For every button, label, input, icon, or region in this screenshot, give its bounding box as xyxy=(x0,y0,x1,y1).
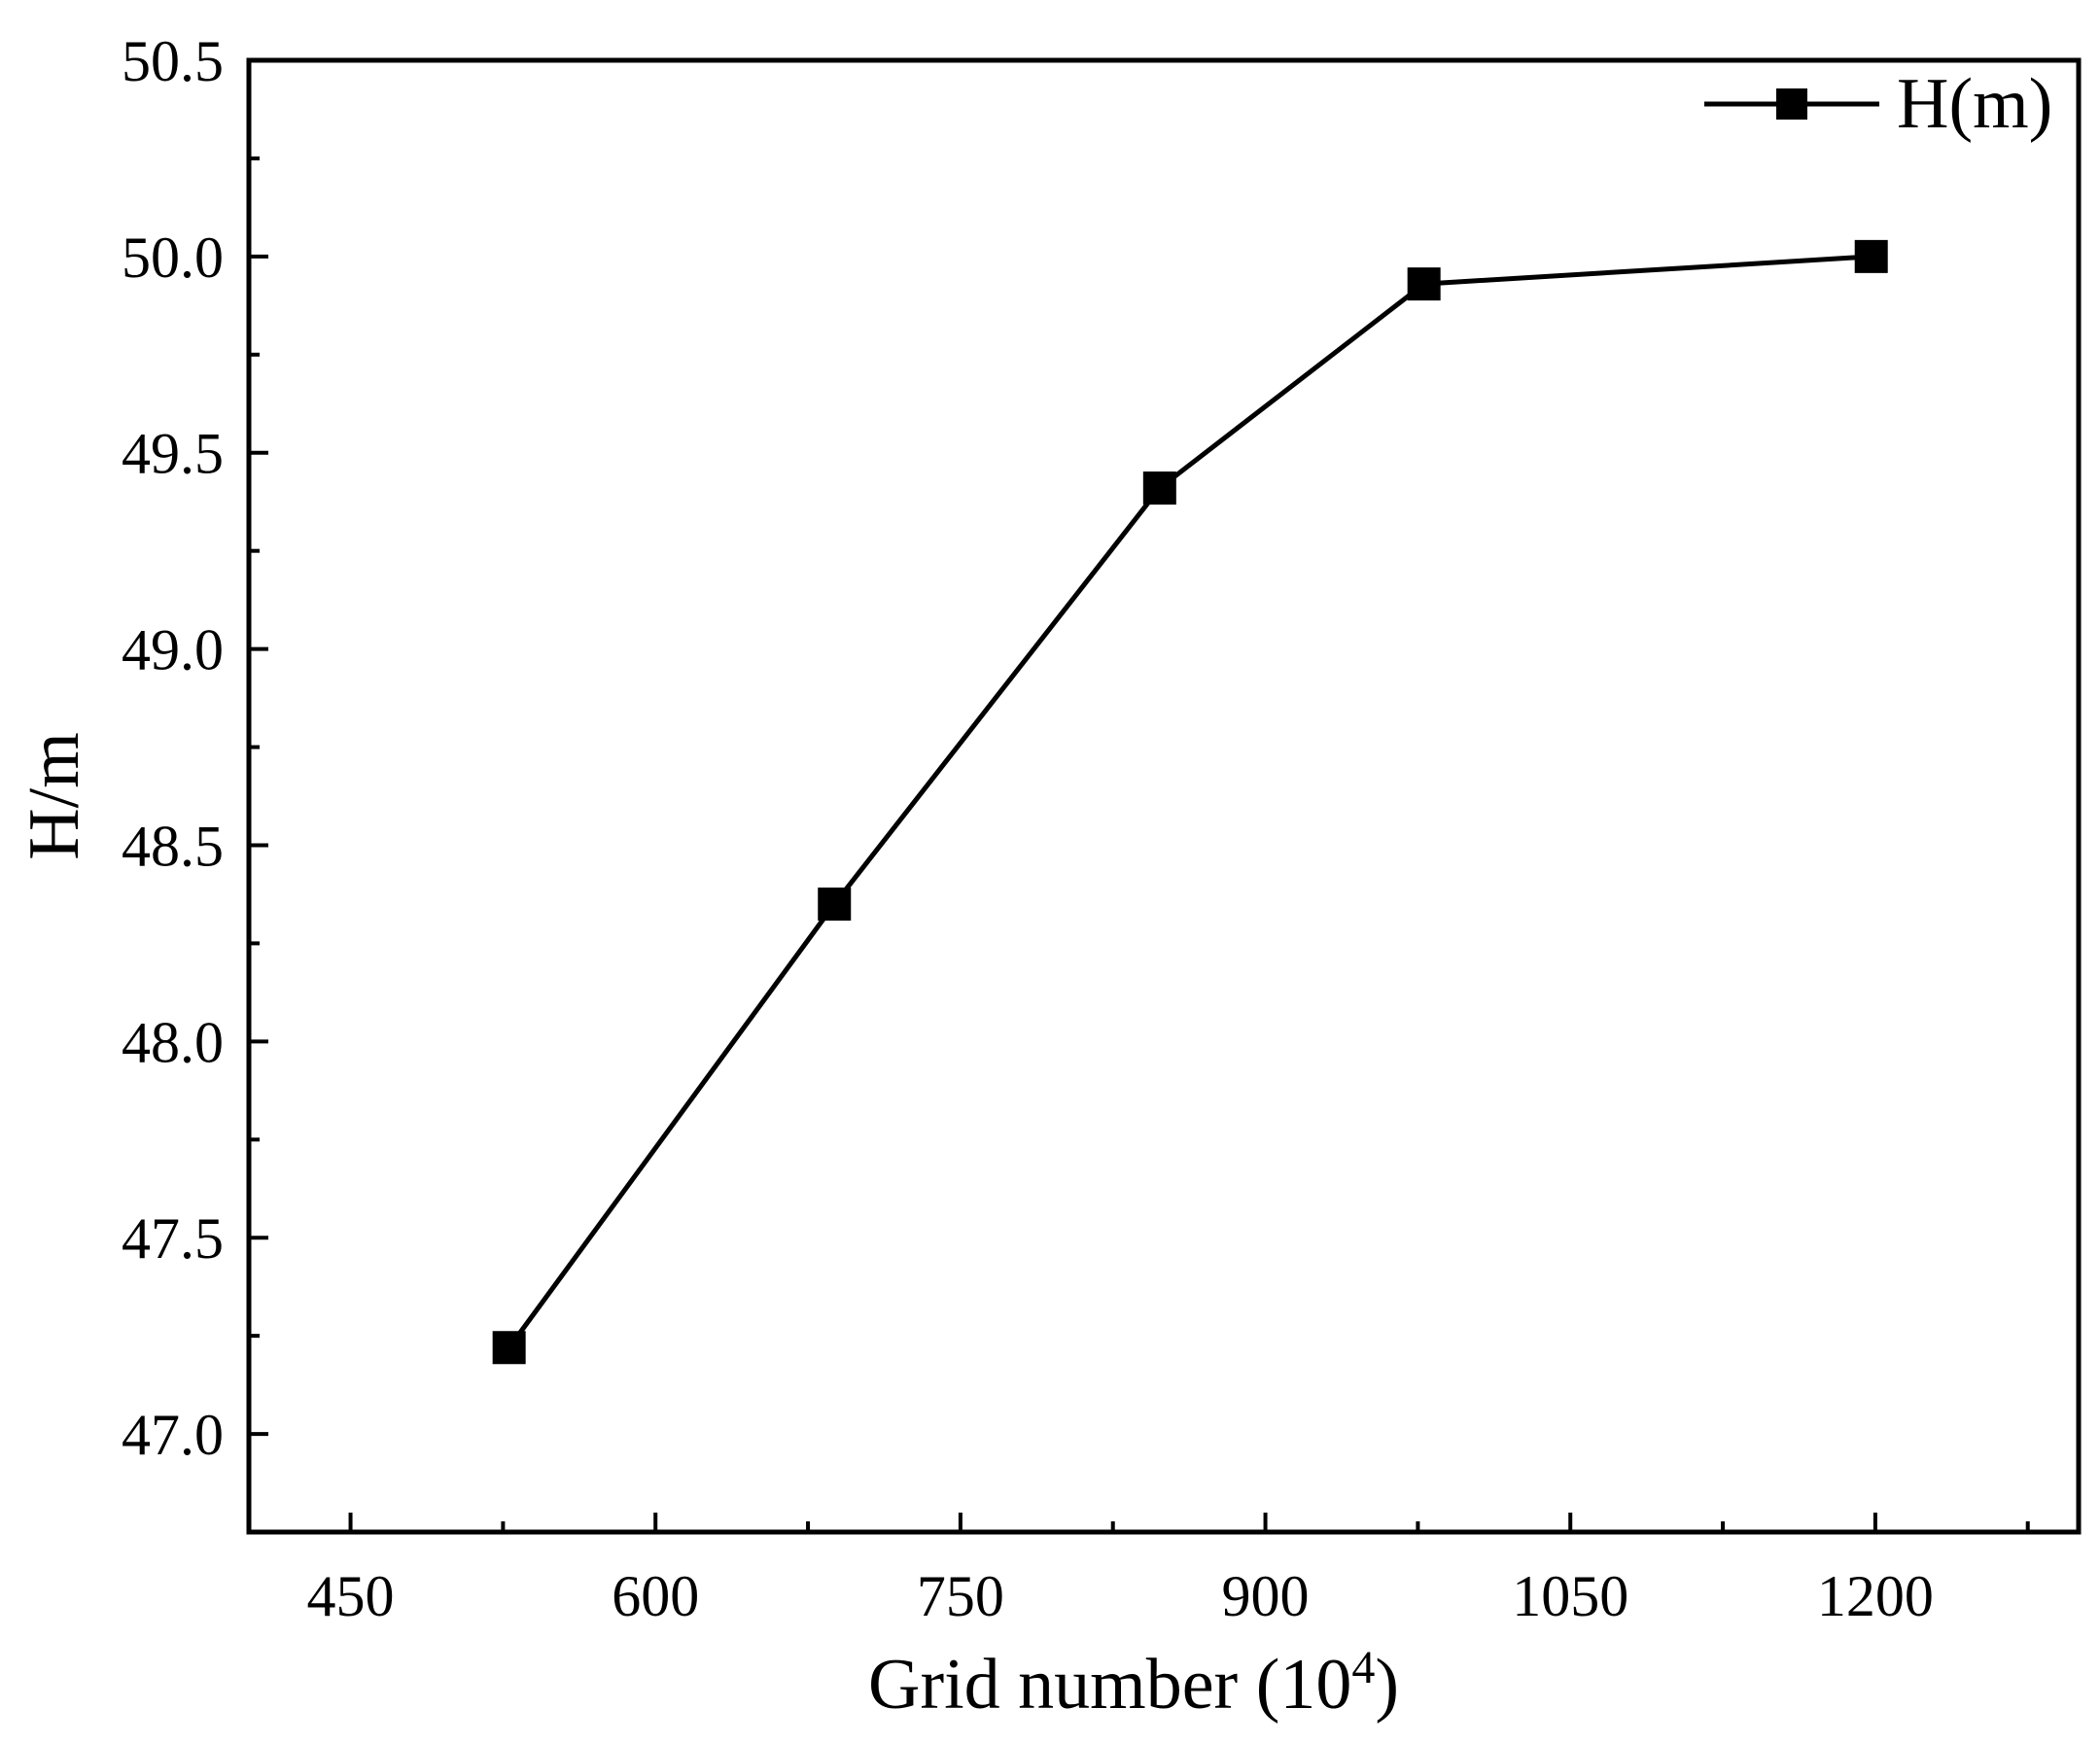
y-tick-label: 49.5 xyxy=(122,422,224,486)
legend-label: H(m) xyxy=(1897,64,2052,144)
data-point-marker xyxy=(492,1331,526,1365)
x-tick-label: 750 xyxy=(917,1564,1004,1628)
plot-frame xyxy=(246,57,2082,1535)
y-tick-label: 47.0 xyxy=(122,1403,224,1467)
x-axis-label: Grid number (104) xyxy=(868,1642,1399,1726)
legend: H(m) xyxy=(1704,64,2052,144)
y-tick-label: 50.5 xyxy=(122,29,224,93)
x-tick-label: 1200 xyxy=(1817,1564,1934,1628)
y-tick-label: 49.0 xyxy=(122,618,224,682)
y-tick-label: 48.5 xyxy=(122,814,224,878)
axis-tick-labels: 450 600 750 900 1050 1200 47.0 47.5 48.0 48.5 49.0… xyxy=(122,29,1934,1628)
legend-marker-square xyxy=(1776,88,1807,120)
data-point-marker xyxy=(818,888,852,922)
data-point-marker xyxy=(1142,471,1176,505)
x-tick-label: 600 xyxy=(612,1564,699,1628)
series-layer xyxy=(492,239,1888,1365)
x-tick-label: 450 xyxy=(307,1564,395,1628)
axis-ticks xyxy=(249,58,2030,1532)
x-tick-label: 1050 xyxy=(1512,1564,1628,1628)
data-point-marker xyxy=(1407,267,1441,301)
data-point-marker xyxy=(1854,239,1888,273)
x-tick-label: 900 xyxy=(1222,1564,1310,1628)
x-axis-label-exponent: 4 xyxy=(1351,1642,1375,1693)
y-axis-label: H/m xyxy=(15,732,94,860)
y-tick-label: 50.0 xyxy=(122,226,224,290)
series-line xyxy=(507,254,1872,1349)
y-tick-label: 48.0 xyxy=(122,1010,224,1074)
y-tick-label: 47.5 xyxy=(122,1206,224,1271)
